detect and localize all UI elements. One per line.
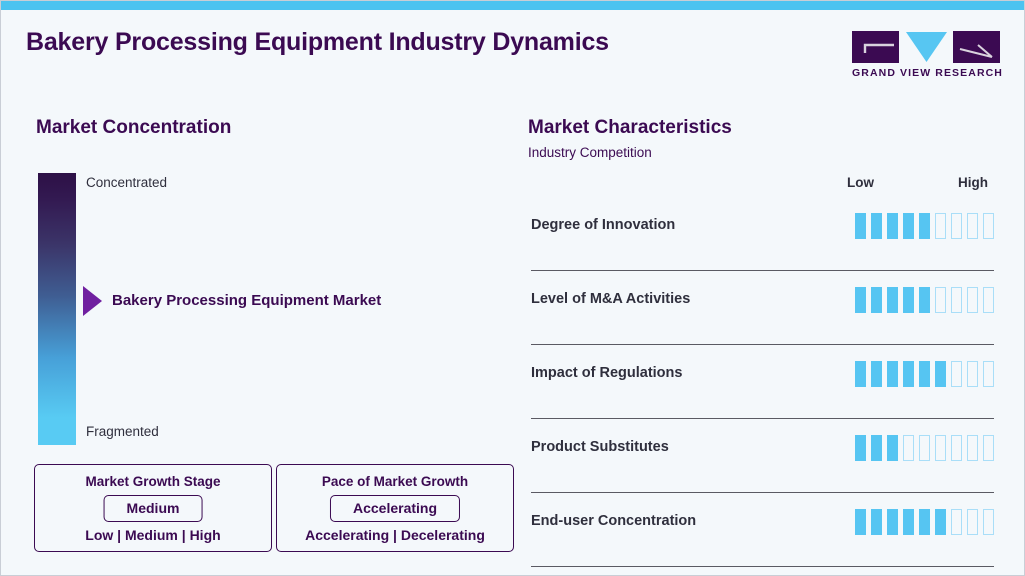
characteristic-row: Degree of Innovation <box>531 197 994 271</box>
characteristic-label: Degree of Innovation <box>531 217 676 233</box>
top-accent-bar <box>1 1 1024 10</box>
characteristic-label: Level of M&A Activities <box>531 291 691 307</box>
meter-segment-empty <box>983 509 994 535</box>
meter-segment-filled <box>919 213 930 239</box>
page-title: Bakery Processing Equipment Industry Dyn… <box>26 28 609 56</box>
header: Bakery Processing Equipment Industry Dyn… <box>1 10 1024 88</box>
meter-axis-high-label: High <box>958 175 988 190</box>
characteristic-meter <box>855 435 994 461</box>
characteristic-row: Impact of Regulations <box>531 345 994 419</box>
meter-segment-empty <box>919 435 930 461</box>
pace-of-market-growth-scale: Accelerating | Decelerating <box>305 527 485 543</box>
meter-segment-filled <box>855 361 866 387</box>
meter-segment-empty <box>967 213 978 239</box>
market-position-arrow-icon <box>83 285 102 316</box>
meter-segment-empty <box>951 361 962 387</box>
meter-segment-filled <box>871 287 882 313</box>
meter-segment-filled <box>855 287 866 313</box>
meter-axis-labels: Low High <box>531 175 994 193</box>
meter-segment-filled <box>903 361 914 387</box>
meter-segment-filled <box>871 509 882 535</box>
market-growth-stage-scale: Low | Medium | High <box>85 527 221 543</box>
meter-segment-empty <box>951 287 962 313</box>
meter-segment-empty <box>967 435 978 461</box>
meter-segment-empty <box>903 435 914 461</box>
characteristic-label: Product Substitutes <box>531 439 669 455</box>
brand-logo: GRAND VIEW RESEARCH <box>852 31 1003 85</box>
meter-segment-filled <box>855 435 866 461</box>
meter-segment-empty <box>983 435 994 461</box>
meter-segment-empty <box>951 213 962 239</box>
meter-segment-filled <box>919 509 930 535</box>
concentration-gradient-bar <box>38 173 76 445</box>
market-growth-stage-value: Medium <box>103 495 203 522</box>
meter-segment-empty <box>983 287 994 313</box>
meter-segment-empty <box>935 213 946 239</box>
meter-segment-filled <box>871 213 882 239</box>
meter-segment-empty <box>951 435 962 461</box>
meter-segment-empty <box>935 435 946 461</box>
characteristic-meter <box>855 509 994 535</box>
market-characteristics-title: Market Characteristics <box>528 117 732 138</box>
meter-segment-filled <box>887 361 898 387</box>
concentration-bottom-label: Fragmented <box>86 424 159 439</box>
meter-segment-filled <box>887 509 898 535</box>
meter-segment-empty <box>983 361 994 387</box>
characteristic-label: Impact of Regulations <box>531 365 683 381</box>
pace-of-market-growth-value: Accelerating <box>329 495 461 522</box>
meter-axis-low-label: Low <box>847 175 874 190</box>
meter-segment-filled <box>903 213 914 239</box>
meter-segment-empty <box>967 361 978 387</box>
meter-segment-empty <box>983 213 994 239</box>
meter-segment-filled <box>935 361 946 387</box>
market-characteristics-list: Degree of Innovation Level of M&A Activit… <box>531 197 994 567</box>
meter-segment-filled <box>919 287 930 313</box>
meter-segment-empty <box>951 509 962 535</box>
characteristic-meter <box>855 287 994 313</box>
market-characteristics-subtitle: Industry Competition <box>528 145 652 160</box>
market-growth-stage-card: Market Growth Stage Medium Low | Medium … <box>34 464 272 552</box>
meter-segment-empty <box>967 287 978 313</box>
meter-segment-filled <box>919 361 930 387</box>
logo-wordmark: GRAND VIEW RESEARCH <box>852 67 1003 79</box>
concentration-top-label: Concentrated <box>86 175 168 190</box>
meter-segment-filled <box>887 213 898 239</box>
characteristic-label: End-user Concentration <box>531 513 697 529</box>
meter-segment-empty <box>967 509 978 535</box>
meter-segment-filled <box>887 435 898 461</box>
pace-of-market-growth-card: Pace of Market Growth Accelerating Accel… <box>276 464 514 552</box>
characteristic-meter <box>855 361 994 387</box>
meter-segment-filled <box>903 287 914 313</box>
market-position-label: Bakery Processing Equipment Market <box>112 291 382 309</box>
characteristic-row: End-user Concentration <box>531 493 994 567</box>
meter-segment-filled <box>871 361 882 387</box>
meter-segment-empty <box>935 287 946 313</box>
pace-of-market-growth-heading: Pace of Market Growth <box>321 474 469 489</box>
market-growth-stage-heading: Market Growth Stage <box>85 474 221 489</box>
logo-mark-icon <box>852 31 1000 63</box>
meter-segment-filled <box>935 509 946 535</box>
market-concentration-title: Market Concentration <box>36 117 232 138</box>
characteristic-row: Product Substitutes <box>531 419 994 493</box>
meter-segment-filled <box>855 509 866 535</box>
meter-segment-filled <box>903 509 914 535</box>
meter-segment-filled <box>887 287 898 313</box>
meter-segment-filled <box>871 435 882 461</box>
characteristic-row: Level of M&A Activities <box>531 271 994 345</box>
characteristic-meter <box>855 213 994 239</box>
meter-segment-filled <box>855 213 866 239</box>
